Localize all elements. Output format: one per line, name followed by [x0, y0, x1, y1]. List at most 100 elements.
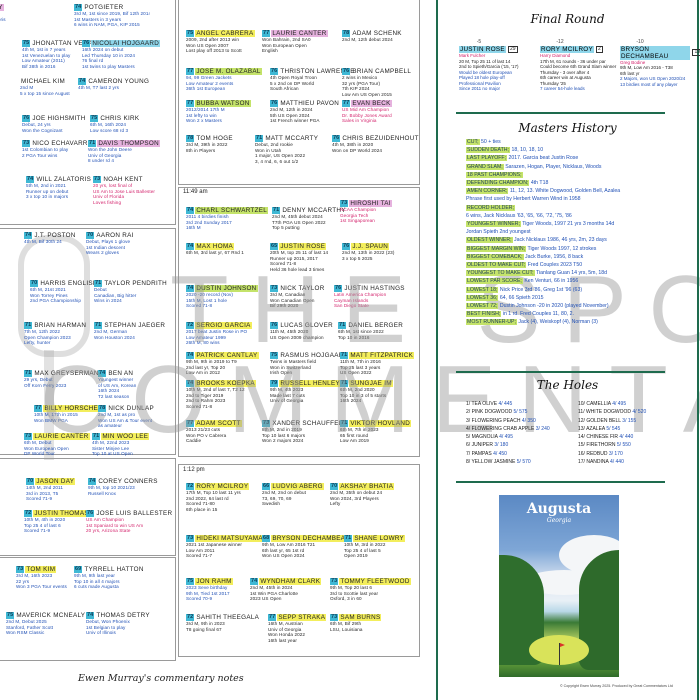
note-line: 17th M, 61 rounds - 36 under par: [540, 58, 606, 64]
note-line: Led Thursday 10 in 2024: [82, 52, 136, 58]
holes-title: The Holes: [536, 378, 599, 392]
player-card: 71 Sungjae Im 6th M, 2nd 2020 Top 10 in 3 o…: [340, 380, 416, 404]
hole-number: 17/: [578, 459, 587, 466]
note-line: Thursday '25: [540, 80, 566, 86]
player-header: 73 Laurie Canter: [24, 433, 100, 440]
right-panel-border-right: [697, 0, 699, 700]
score-tag: 75: [22, 40, 31, 47]
player-name: Cameron Young: [88, 78, 150, 85]
caddie-name: Mark Fulcher: [459, 53, 486, 58]
note-line: 2nd PGA Championship: [30, 298, 82, 304]
player-notes-text: 11th M, 45th 2020 US Open 2009 champion: [270, 329, 346, 340]
hole-row: 16/ REDBUD 3/ 170: [578, 450, 646, 458]
score-tag: 71: [344, 535, 353, 542]
note-line: 8th M, 2nd in 2019: [262, 427, 302, 432]
name-row: Rory McIlroy 2: [540, 45, 622, 53]
player-card: 71 Brian Harman 7th M, 12th 2022 Open Champ…: [24, 322, 100, 346]
player-card: 75 Jon Rahm 2023 Seve birthday 9th M, Tied …: [186, 578, 262, 602]
middle-panel-1312: [178, 464, 420, 657]
score-tag: 71: [94, 322, 103, 329]
note-line: Lefty: [330, 501, 341, 507]
player-card: 73 Tom Kim 3rd M, 16th 2023 22 yrs Won 3 PGA…: [16, 566, 92, 590]
note-line: Won Torrey Pines: [30, 292, 68, 298]
score-tag: 73: [24, 433, 33, 440]
note-line: Scored 71-80: [186, 501, 215, 507]
player-header: 71 Taylor Pendrith: [94, 280, 170, 287]
player-name: Wyndham Clark: [259, 578, 322, 585]
player-card: 75 Rasmus Hojgaard Twins in Masters field W…: [270, 352, 349, 376]
note-line: 9th M, 4th 2023: [270, 387, 304, 392]
note-line: 1st French winner PGA: [270, 118, 320, 124]
player-notes-text: Won the John Deere Univ of Georgia 8 under…: [88, 147, 164, 164]
hole-name: PAMPAS: [471, 450, 494, 457]
score-tag: 77: [186, 68, 195, 75]
score-tag: 76: [22, 115, 31, 122]
hole-row: 7/ PAMPAS 4/ 450: [466, 450, 550, 458]
tee-time-1312: 1:12 pm: [183, 467, 205, 473]
player-notes-text: 2012/2014 17th M 1st lefty to win Won 2 x …: [186, 107, 262, 124]
player-notes-text: 3rd M, 1st since 2019, Bif 12th 2014 1st …: [74, 11, 150, 28]
note-line: 4th M, 22nd 2023: [92, 440, 130, 445]
hole-number: 14/: [578, 434, 587, 441]
history-value: Jack Burke, 1956, 8 back: [525, 253, 584, 260]
note-line: 2nd to Spieth/Garcia ('15, '17): [459, 64, 519, 69]
note-line: 2nd M, 45th in 2024: [250, 585, 293, 590]
history-label: Oldest winner;: [466, 237, 513, 244]
history-value: Phrase first used by Herbert Warren Wind…: [466, 196, 581, 203]
left-panel-bottom: [0, 557, 176, 661]
note-line: 7 career 54-hole leads: [540, 86, 585, 91]
score-tag: 74: [98, 370, 107, 377]
note-line: 6th M, 3rd last yr, 67 Rnd 1: [186, 250, 244, 255]
player-header: 76 Justin Hastings: [334, 285, 410, 292]
note-line: Played 18 hole play-off: [459, 75, 505, 80]
player-header: 76 Chris Bezuidenhout: [332, 135, 418, 142]
note-line: 36th 1st European: [186, 86, 226, 92]
score-tag: 71: [24, 322, 33, 329]
player-header: 68 Bryson DeChambeau: [262, 535, 352, 542]
history-label: Lowest 36;: [466, 294, 499, 301]
player-header: 70 Jason Day: [26, 478, 102, 485]
note-line: 6 cuts made Augusta: [74, 584, 119, 590]
history-label: Sudden Death;: [466, 147, 510, 154]
note-line: 2nd M, 12th debut 2024: [342, 37, 393, 42]
score-tag: 72: [186, 483, 195, 490]
note-line: 1st lefty to win: [186, 112, 217, 118]
note-line: 4th M, Bif 30th 24: [24, 239, 62, 244]
masters-history-title: Masters History: [518, 121, 617, 135]
hole-number: 8/: [466, 459, 472, 466]
player-header: 74 Potgieter: [74, 4, 150, 11]
note-line: Univ of Georgia: [88, 152, 122, 158]
note-line: 3, 4 rnd, 6, 6 out 1/2: [255, 158, 299, 164]
note-line: Off Korn Ferry 2023: [24, 382, 67, 388]
player-name: Min Woo Lee: [101, 433, 150, 440]
player-card: 77 Jose M. Olazabal 94, 99 Green Jackets Lo…: [186, 68, 262, 92]
note-line: 3rd in 2013, T5: [26, 490, 59, 496]
left-panel-lower: [0, 458, 176, 556]
hole-name: REDBUD: [586, 450, 609, 457]
note-line: Irish Open: [270, 370, 293, 376]
player-notes-text: 16th M, Austrian Univ of Georgia Won Honda…: [268, 621, 344, 643]
player-notes-text: 6th M, 7th in 2023 65 first round Low Am 2…: [340, 427, 416, 444]
player-notes-text: 5th M, 2nd in 2021 Runner up on debut 3 x …: [26, 183, 102, 200]
score-to-par: -10: [636, 39, 644, 45]
player-card: 71 Max Greyserman 29 yrs, Debut Off Korn Fe…: [24, 370, 100, 388]
note-line: 6th M, 16th 2024: [90, 122, 127, 127]
player-name: Noah Kent: [103, 176, 143, 183]
player-header: 77 Bubba Watson: [186, 100, 262, 107]
note-line: 6th place in 15: [186, 506, 218, 512]
score-tag: 74: [74, 4, 83, 11]
player-notes-text: 2nd M, 12th debut 2024: [342, 37, 418, 43]
note-line: Canadian, Big hitter: [94, 292, 137, 298]
note-line: Won the Cognizant: [22, 127, 63, 133]
note-line: Debut: [94, 287, 107, 292]
player-header: 74 Brooks Koepka: [186, 380, 262, 387]
note-line: Debut, Plays 1 glove: [86, 239, 131, 244]
player-card: 65 Justin Rose 20th M, top 25 11 of last 1…: [270, 243, 346, 272]
note-line: Loves fishing: [93, 199, 122, 205]
note-line: 5th M, 2nd in 2021: [26, 183, 66, 188]
note-line: 2nd M: [20, 85, 34, 90]
player-name: Jhonattan Vegas: [32, 40, 98, 47]
hole-par-yardage: 4/ 450: [493, 450, 507, 457]
player-name: Rasmus Hojgaard: [280, 352, 349, 359]
